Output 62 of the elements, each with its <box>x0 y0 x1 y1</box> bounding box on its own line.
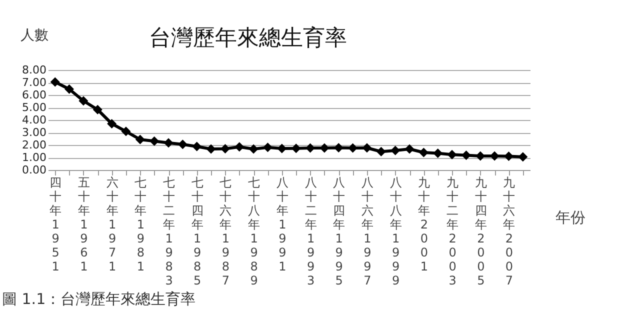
point <box>447 150 457 160</box>
point <box>390 146 400 156</box>
x-tick-label: 九十四年 2005 <box>474 176 487 288</box>
x-tick-label: 七十八年 1989 <box>248 176 260 288</box>
point <box>291 144 301 154</box>
point <box>121 126 131 136</box>
point <box>518 152 528 162</box>
point <box>50 77 60 87</box>
point <box>433 148 443 158</box>
x-tick-label: 七十二年 1983 <box>163 176 175 288</box>
y-tick-label: 8.00 <box>22 64 46 76</box>
point <box>135 134 145 144</box>
x-tick-label: 六十年 1971 <box>106 176 118 274</box>
point <box>362 143 372 153</box>
point <box>320 143 330 153</box>
chart-title: 台灣歷年來總生育率 <box>149 25 347 51</box>
y-tick-label: 4.00 <box>22 114 46 126</box>
point <box>277 144 287 154</box>
y-axis-title: 人數 <box>20 28 48 44</box>
x-tick-label: 九十二年 2003 <box>446 176 459 288</box>
y-tick-label: 5.00 <box>22 101 46 114</box>
point <box>164 138 174 148</box>
point <box>107 119 117 128</box>
point <box>78 96 88 106</box>
point <box>504 152 514 161</box>
x-tick-label: 四十年 1951 <box>50 176 62 274</box>
x-tick-label: 八十六年 1997 <box>361 176 374 288</box>
point <box>461 150 471 160</box>
x-tick-label: 九十六年 2007 <box>503 176 516 288</box>
caption: 圖 1.1：台灣歷年來總生育率 <box>2 290 196 309</box>
point <box>490 151 500 161</box>
y-tick-label: 1.00 <box>22 151 46 164</box>
point <box>248 144 258 154</box>
y-tick-label: 6.00 <box>22 88 46 102</box>
point <box>220 144 230 154</box>
y-tick-label: 2.00 <box>22 138 46 152</box>
point <box>178 140 188 150</box>
y-tick-label: 3.00 <box>22 126 46 139</box>
point <box>192 142 202 152</box>
x-tick-label: 七十四年 1985 <box>191 176 204 288</box>
point <box>376 146 386 156</box>
x-tick-label: 八十二年 1993 <box>304 176 317 288</box>
x-tick-label: 五十年 1961 <box>78 176 90 274</box>
x-tick-label: 八十四年 1995 <box>333 176 346 288</box>
point <box>418 148 428 158</box>
x-tick-label: 八十年 1991 <box>276 176 288 274</box>
point <box>150 136 160 146</box>
x-axis-title: 年份 <box>556 208 586 226</box>
point <box>476 151 486 161</box>
point <box>64 84 74 94</box>
x-tick-label: 七十年 1981 <box>134 176 147 274</box>
y-tick-label: 7.00 <box>22 76 46 89</box>
y-tick-label: 0.00 <box>22 164 46 176</box>
point <box>262 142 272 152</box>
x-tick-label: 九十年 2001 <box>418 176 430 274</box>
point <box>92 104 102 114</box>
point <box>334 143 344 152</box>
point <box>234 142 244 152</box>
x-tick-label: 八十八年 1999 <box>390 176 402 288</box>
x-tick-label: 七十六年 1987 <box>220 176 232 288</box>
point <box>206 144 216 154</box>
point <box>404 144 414 154</box>
